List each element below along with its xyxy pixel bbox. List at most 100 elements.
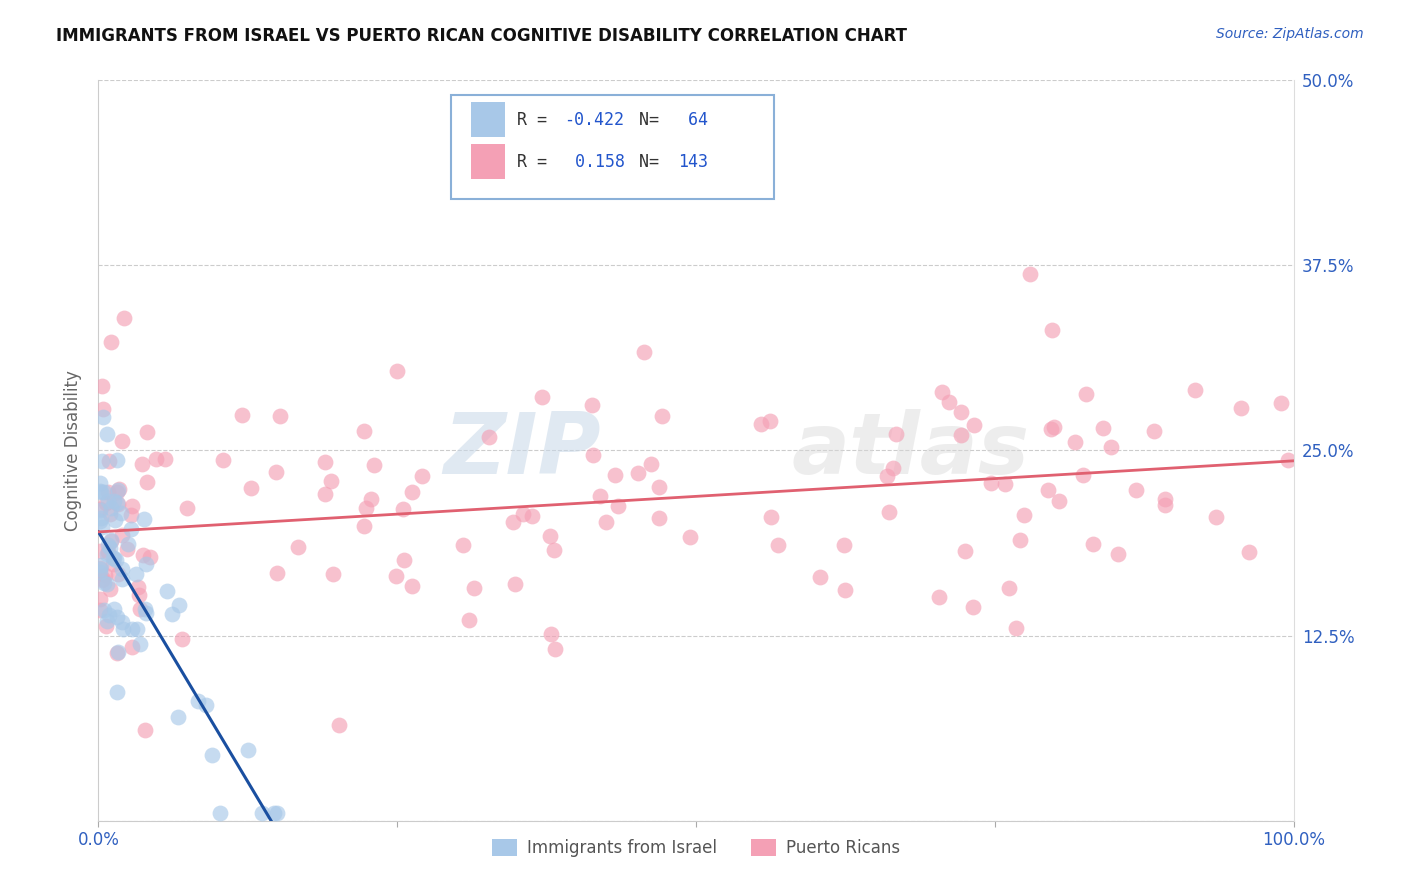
- Point: [928, 591, 950, 605]
- Point: [1229, 401, 1251, 416]
- Point: [980, 476, 1002, 491]
- Point: [994, 476, 1017, 491]
- Point: [105, 609, 128, 624]
- Point: [759, 509, 782, 524]
- Point: [949, 428, 972, 442]
- Point: [107, 497, 129, 511]
- FancyBboxPatch shape: [451, 95, 773, 199]
- Point: [201, 748, 224, 763]
- Point: [392, 501, 415, 516]
- Point: [132, 549, 155, 563]
- Text: atlas: atlas: [792, 409, 1029, 492]
- Point: [1071, 468, 1094, 483]
- Point: [238, 742, 260, 756]
- Point: [103, 602, 125, 616]
- Point: [89, 502, 111, 516]
- Text: R =: R =: [517, 153, 557, 170]
- Point: [239, 481, 262, 495]
- Point: [876, 468, 898, 483]
- Point: [132, 512, 155, 526]
- Point: [89, 565, 111, 579]
- Point: [385, 568, 408, 582]
- Point: [90, 454, 112, 468]
- Point: [543, 543, 565, 558]
- Point: [94, 568, 117, 582]
- Point: [595, 515, 617, 529]
- Bar: [471, 102, 505, 137]
- Text: R =: R =: [517, 111, 557, 128]
- Point: [882, 461, 904, 475]
- Point: [110, 615, 132, 630]
- Point: [627, 467, 650, 481]
- Point: [1237, 545, 1260, 559]
- Point: [105, 685, 128, 699]
- Point: [266, 566, 288, 580]
- Point: [128, 602, 150, 616]
- Point: [1125, 483, 1147, 498]
- Point: [117, 536, 139, 550]
- Legend: Immigrants from Israel, Puerto Ricans: Immigrants from Israel, Puerto Ricans: [485, 832, 907, 864]
- Point: [1143, 425, 1166, 439]
- Point: [321, 475, 343, 489]
- Point: [1277, 453, 1299, 467]
- Point: [104, 513, 127, 527]
- Point: [1083, 536, 1105, 550]
- Point: [105, 453, 128, 467]
- Point: [606, 499, 628, 513]
- Point: [998, 582, 1021, 596]
- Point: [93, 484, 115, 499]
- Point: [90, 484, 112, 499]
- Point: [211, 453, 233, 467]
- Point: [167, 710, 190, 724]
- Point: [522, 509, 544, 524]
- Point: [120, 522, 142, 536]
- Point: [89, 502, 111, 516]
- Point: [100, 541, 122, 555]
- Point: [392, 553, 415, 567]
- Point: [808, 570, 831, 584]
- Point: [89, 562, 111, 576]
- Text: -0.422: -0.422: [565, 111, 624, 128]
- Point: [100, 533, 122, 548]
- Point: [938, 395, 960, 409]
- Point: [89, 484, 111, 499]
- Point: [93, 603, 115, 617]
- Point: [502, 515, 524, 529]
- Point: [111, 572, 134, 586]
- Point: [194, 698, 217, 712]
- Point: [187, 693, 209, 707]
- Point: [156, 584, 179, 599]
- Point: [96, 547, 118, 561]
- Point: [538, 529, 561, 543]
- Point: [134, 723, 156, 738]
- Point: [94, 619, 117, 633]
- Point: [651, 409, 673, 423]
- Point: [100, 533, 122, 547]
- Point: [1154, 498, 1177, 512]
- Point: [97, 538, 120, 552]
- Point: [648, 480, 671, 494]
- Point: [269, 409, 291, 423]
- Point: [766, 538, 789, 552]
- Point: [134, 601, 156, 615]
- Point: [107, 567, 129, 582]
- Point: [962, 599, 984, 614]
- Point: [1099, 440, 1122, 454]
- Point: [263, 806, 285, 821]
- Point: [127, 580, 149, 594]
- Point: [121, 622, 143, 636]
- Point: [89, 514, 111, 528]
- Point: [93, 576, 115, 591]
- Point: [111, 562, 134, 576]
- Point: [89, 591, 111, 606]
- Point: [89, 544, 111, 558]
- Point: [1014, 508, 1036, 523]
- Point: [252, 806, 274, 821]
- Point: [633, 345, 655, 359]
- Point: [354, 501, 377, 516]
- Point: [91, 573, 114, 587]
- Point: [679, 530, 702, 544]
- Y-axis label: Cognitive Disability: Cognitive Disability: [65, 370, 83, 531]
- Point: [128, 588, 150, 602]
- Point: [100, 500, 122, 515]
